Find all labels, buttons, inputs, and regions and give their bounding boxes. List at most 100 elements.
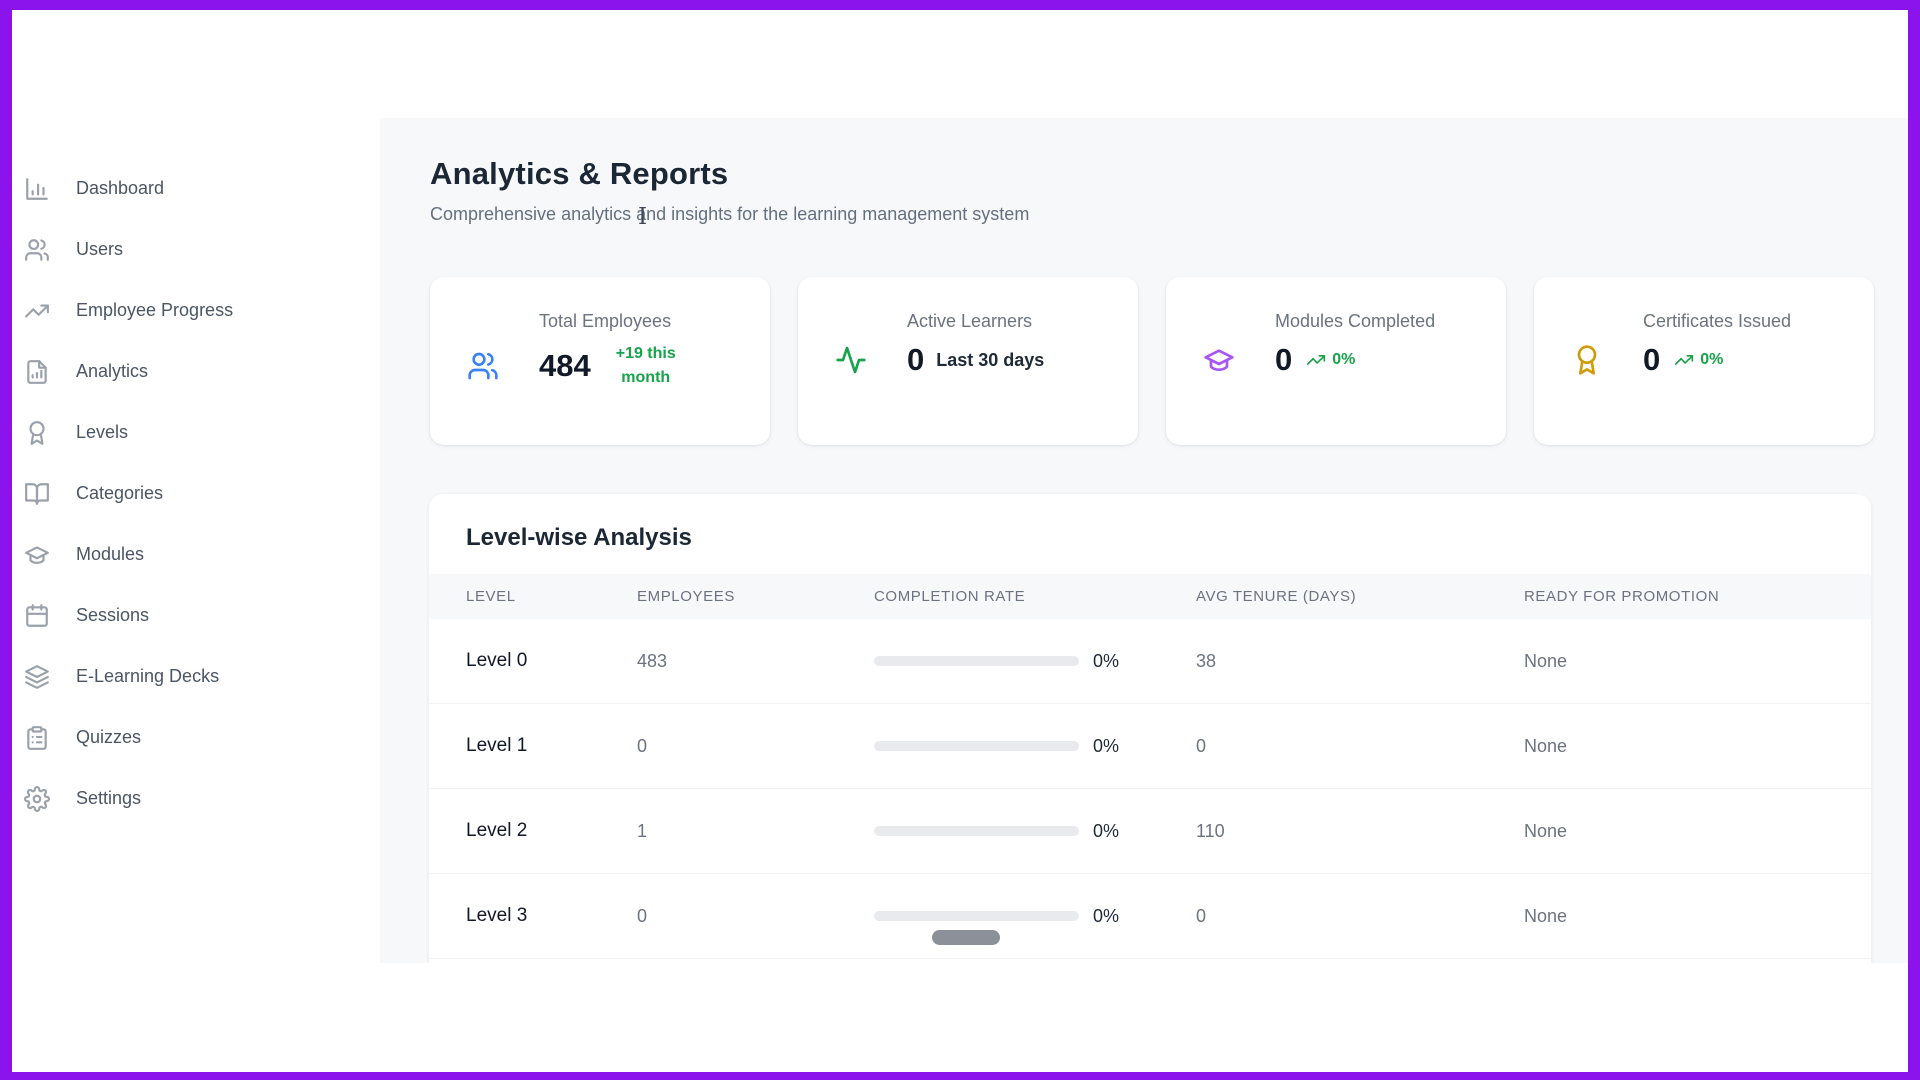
cell-employees: 483 [637,650,668,671]
settings-icon [24,785,50,812]
cell-level: Level 1 [466,735,528,756]
sidebar-item-label: E-Learning Decks [76,666,220,686]
stat-delta: 0% [1306,350,1355,370]
stat-value: 0 [907,342,925,377]
stat-card-active-learners: Active Learners 0 Last 30 days [798,277,1138,445]
main-content: Analytics & Reports Comprehensive analyt… [380,118,1908,963]
table-body: Level 0 483 0% 38 None Level 1 0 0% 0 None Level 2… [429,619,1871,959]
sidebar-item-modules[interactable]: Modules [12,524,380,585]
book-open-icon [24,481,50,507]
table-row: Level 1 0 0% 0 None [429,704,1871,789]
calendar-icon [24,603,50,629]
sidebar-item-label: Settings [76,788,142,808]
graduation-cap-icon [1203,344,1235,376]
bar-chart-icon [24,176,50,202]
sidebar-item-e-learning-decks[interactable]: E-Learning Decks [12,646,380,707]
sidebar-item-label: Dashboard [76,178,165,198]
award-icon [1571,344,1603,376]
stat-card-total-employees: Total Employees 484 +19 this month [430,277,770,445]
completion-percent: 0% [1093,905,1120,926]
column-header-level: LEVEL [466,588,516,605]
cell-level: Level 2 [466,820,528,841]
progress-bar [874,656,1079,666]
sidebar-item-employee-progress[interactable]: Employee Progress [12,280,380,341]
column-header-avg-tenure-days-: AVG TENURE (DAYS) [1196,588,1357,605]
clipboard-list-icon [24,725,50,751]
cell-completion: 0% [874,736,1196,757]
stat-label: Active Learners [907,311,1033,331]
completion-percent: 0% [1093,735,1120,756]
table-header-row: LEVEL EMPLOYEES COMPLETION RATE AVG TENURE … [429,574,1871,619]
column-header-employees: EMPLOYEES [637,588,735,605]
trending-up-icon [24,298,50,324]
stat-value: 0 [1643,342,1661,377]
stat-label: Modules Completed [1275,311,1436,331]
users-icon [467,350,499,382]
completion-percent: 0% [1093,820,1120,841]
page-header: Analytics & Reports Comprehensive analyt… [380,118,1908,230]
cell-avg-tenure: 110 [1196,820,1225,841]
column-header-ready-for-promotion: READY FOR PROMOTION [1524,588,1720,605]
stat-card-modules-completed: Modules Completed 0 0% [1166,277,1506,445]
cell-avg-tenure: 38 [1196,650,1217,671]
sidebar-item-settings[interactable]: Settings [12,768,380,829]
sidebar-item-categories[interactable]: Categories [12,463,380,524]
sidebar-item-label: Modules [76,544,145,564]
cell-completion: 0% [874,906,1196,927]
sidebar-item-levels[interactable]: Levels [12,402,380,463]
stat-cards-row: Total Employees 484 +19 this month Active L… [430,277,1908,445]
stat-label: Certificates Issued [1643,311,1792,331]
scrollbar-thumb[interactable] [932,930,1000,945]
cell-completion: 0% [874,821,1196,842]
cell-completion: 0% [874,651,1196,672]
table-row: Level 2 1 0% 110 None [429,789,1871,874]
sidebar-item-quizzes[interactable]: Quizzes [12,707,380,768]
graduation-cap-icon [24,542,50,568]
award-icon [24,420,50,446]
sidebar-item-analytics[interactable]: Analytics [12,341,380,402]
cell-ready: None [1524,650,1568,671]
sidebar-item-label: Employee Progress [76,300,234,320]
progress-bar [874,741,1079,751]
level-analysis-card: Level-wise Analysis LEVEL EMPLOYEES COMPLE… [429,494,1871,963]
trending-up-icon [1674,350,1694,370]
cell-ready: None [1524,905,1568,926]
activity-icon [835,344,867,376]
stat-value: 0 [1275,342,1293,377]
cell-level: Level 3 [466,905,528,926]
sidebar-item-label: Sessions [76,605,150,625]
sidebar-item-sessions[interactable]: Sessions [12,585,380,646]
stat-label: Total Employees [539,311,672,331]
stat-value: 484 [539,348,591,383]
column-header-completion-rate: COMPLETION RATE [874,588,1026,605]
table-title: Level-wise Analysis [466,524,692,551]
sidebar-item-users[interactable]: Users [12,219,380,280]
sidebar-item-dashboard[interactable]: Dashboard [12,158,380,219]
cell-level: Level 0 [466,650,528,671]
sidebar-item-label: Analytics [76,361,149,381]
progress-bar [874,911,1079,921]
sidebar-item-label: Quizzes [76,727,142,747]
page-subtitle: Comprehensive analytics and insights for… [430,204,1030,224]
stat-delta: Last 30 days [936,349,1045,370]
cell-avg-tenure: 0 [1196,905,1207,926]
sidebar-item-label: Levels [76,422,129,442]
cell-employees: 0 [637,735,648,756]
sidebar-item-label: Categories [76,483,164,503]
cell-ready: None [1524,735,1568,756]
cell-ready: None [1524,820,1568,841]
sidebar-item-label: Users [76,239,124,259]
cell-employees: 0 [637,905,648,926]
cell-avg-tenure: 0 [1196,735,1207,756]
app-frame: Dashboard Users Employee Progress Analytics… [12,10,1908,1072]
table-row: Level 0 483 0% 38 None [429,619,1871,704]
trending-up-icon [1306,350,1326,370]
completion-percent: 0% [1093,650,1120,671]
users-icon [24,237,50,263]
layers-icon [24,664,50,690]
stat-card-certificates-issued: Certificates Issued 0 0% [1534,277,1874,445]
sidebar: Dashboard Users Employee Progress Analytics… [12,158,380,829]
file-chart-icon [24,359,50,385]
table-row: Level 3 0 0% 0 None [429,874,1871,959]
